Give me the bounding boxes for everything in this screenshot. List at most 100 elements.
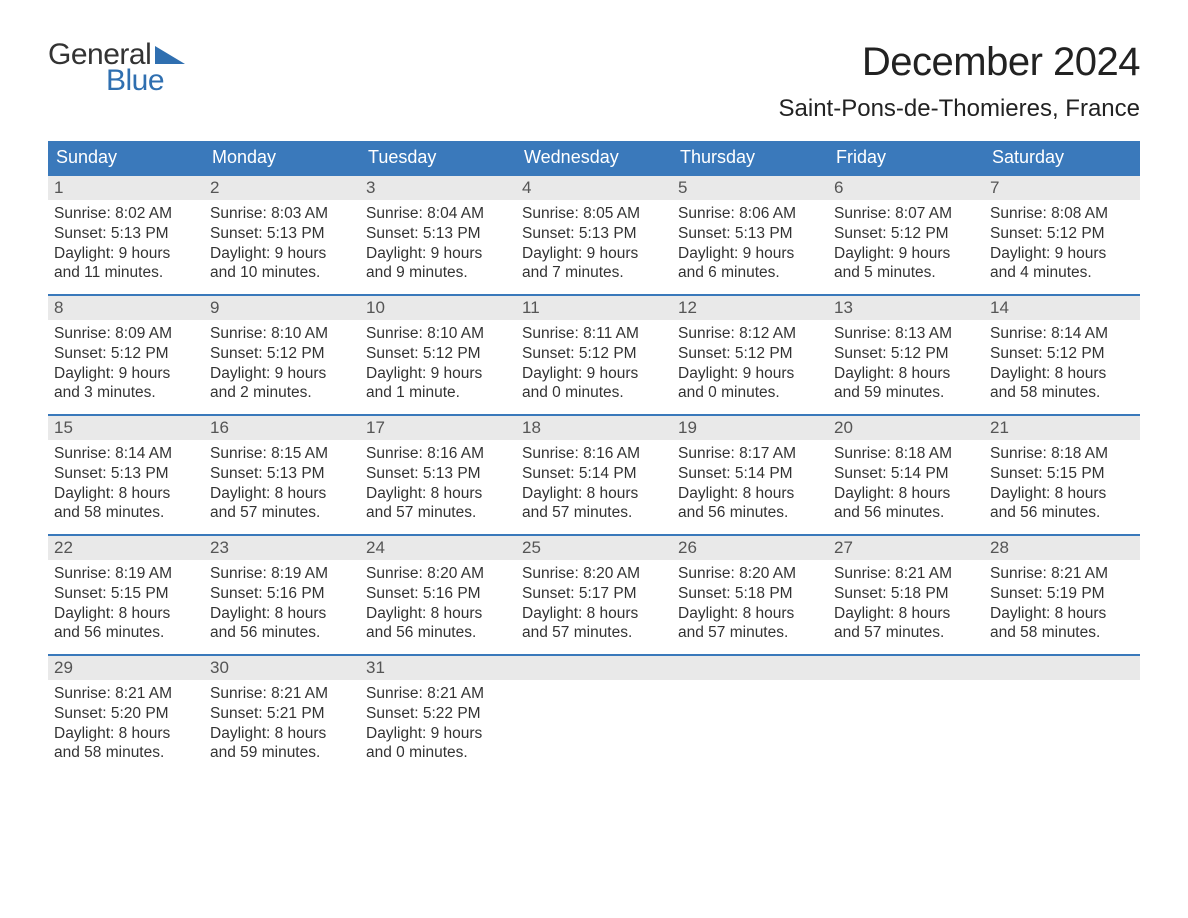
- cell-body: Sunrise: 8:20 AMSunset: 5:18 PMDaylight:…: [672, 560, 828, 649]
- cell-sunset: Sunset: 5:20 PM: [54, 704, 198, 724]
- calendar-cell: 15Sunrise: 8:14 AMSunset: 5:13 PMDayligh…: [48, 416, 204, 534]
- cell-sunset: Sunset: 5:13 PM: [522, 224, 666, 244]
- cell-sunrise: Sunrise: 8:11 AM: [522, 324, 666, 344]
- cell-sunrise: Sunrise: 8:19 AM: [54, 564, 198, 584]
- cell-body: Sunrise: 8:19 AMSunset: 5:15 PMDaylight:…: [48, 560, 204, 649]
- cell-body: Sunrise: 8:04 AMSunset: 5:13 PMDaylight:…: [360, 200, 516, 289]
- day-number-row: 7: [984, 176, 1140, 200]
- cell-dl2: and 57 minutes.: [678, 623, 822, 643]
- cell-dl2: and 57 minutes.: [834, 623, 978, 643]
- cell-sunset: Sunset: 5:21 PM: [210, 704, 354, 724]
- day-number-row: 18: [516, 416, 672, 440]
- cell-body: Sunrise: 8:09 AMSunset: 5:12 PMDaylight:…: [48, 320, 204, 409]
- calendar-cell: 4Sunrise: 8:05 AMSunset: 5:13 PMDaylight…: [516, 176, 672, 294]
- title-block: December 2024 Saint-Pons-de-Thomieres, F…: [779, 40, 1140, 123]
- calendar-cell: 13Sunrise: 8:13 AMSunset: 5:12 PMDayligh…: [828, 296, 984, 414]
- day-number-row: 31: [360, 656, 516, 680]
- day-number: 18: [522, 418, 541, 437]
- cell-dl2: and 7 minutes.: [522, 263, 666, 283]
- calendar-cell-empty: [984, 656, 1140, 774]
- day-number-row: 19: [672, 416, 828, 440]
- cell-dl1: Daylight: 8 hours: [990, 604, 1134, 624]
- cell-body: [672, 680, 828, 760]
- calendar-cell-empty: [516, 656, 672, 774]
- cell-sunrise: Sunrise: 8:21 AM: [54, 684, 198, 704]
- cell-body: Sunrise: 8:06 AMSunset: 5:13 PMDaylight:…: [672, 200, 828, 289]
- cell-sunrise: Sunrise: 8:21 AM: [210, 684, 354, 704]
- cell-dl1: Daylight: 8 hours: [210, 724, 354, 744]
- day-number-row: 4: [516, 176, 672, 200]
- day-number: 8: [54, 298, 63, 317]
- day-number: 5: [678, 178, 687, 197]
- cell-dl1: Daylight: 8 hours: [210, 484, 354, 504]
- cell-sunrise: Sunrise: 8:20 AM: [522, 564, 666, 584]
- cell-dl2: and 10 minutes.: [210, 263, 354, 283]
- cell-sunset: Sunset: 5:15 PM: [990, 464, 1134, 484]
- cell-sunset: Sunset: 5:14 PM: [678, 464, 822, 484]
- calendar-cell: 2Sunrise: 8:03 AMSunset: 5:13 PMDaylight…: [204, 176, 360, 294]
- calendar-cell: 6Sunrise: 8:07 AMSunset: 5:12 PMDaylight…: [828, 176, 984, 294]
- cell-sunrise: Sunrise: 8:18 AM: [990, 444, 1134, 464]
- cell-body: Sunrise: 8:21 AMSunset: 5:21 PMDaylight:…: [204, 680, 360, 769]
- cell-sunrise: Sunrise: 8:16 AM: [522, 444, 666, 464]
- cell-dl2: and 6 minutes.: [678, 263, 822, 283]
- cell-sunset: Sunset: 5:15 PM: [54, 584, 198, 604]
- cell-dl1: Daylight: 9 hours: [522, 364, 666, 384]
- cell-sunrise: Sunrise: 8:14 AM: [990, 324, 1134, 344]
- day-number-row: [672, 656, 828, 680]
- day-number: 2: [210, 178, 219, 197]
- cell-dl1: Daylight: 9 hours: [366, 364, 510, 384]
- day-number-row: 3: [360, 176, 516, 200]
- cell-sunset: Sunset: 5:12 PM: [834, 344, 978, 364]
- cell-sunrise: Sunrise: 8:19 AM: [210, 564, 354, 584]
- cell-dl2: and 5 minutes.: [834, 263, 978, 283]
- day-number-row: 17: [360, 416, 516, 440]
- day-number-row: 8: [48, 296, 204, 320]
- calendar-cell: 3Sunrise: 8:04 AMSunset: 5:13 PMDaylight…: [360, 176, 516, 294]
- day-number-row: 11: [516, 296, 672, 320]
- cell-sunrise: Sunrise: 8:08 AM: [990, 204, 1134, 224]
- header: General Blue December 2024 Saint-Pons-de…: [48, 40, 1140, 123]
- calendar-cell: 10Sunrise: 8:10 AMSunset: 5:12 PMDayligh…: [360, 296, 516, 414]
- logo-line2: Blue: [106, 66, 185, 96]
- day-number: 11: [522, 298, 540, 317]
- day-number-row: 6: [828, 176, 984, 200]
- cell-body: Sunrise: 8:21 AMSunset: 5:22 PMDaylight:…: [360, 680, 516, 769]
- day-number: 15: [54, 418, 73, 437]
- day-number-row: 2: [204, 176, 360, 200]
- cell-body: Sunrise: 8:19 AMSunset: 5:16 PMDaylight:…: [204, 560, 360, 649]
- day-number: 25: [522, 538, 541, 557]
- cell-body: [984, 680, 1140, 760]
- day-number: 12: [678, 298, 697, 317]
- cell-body: Sunrise: 8:07 AMSunset: 5:12 PMDaylight:…: [828, 200, 984, 289]
- cell-sunset: Sunset: 5:19 PM: [990, 584, 1134, 604]
- day-number: 7: [990, 178, 999, 197]
- cell-body: Sunrise: 8:16 AMSunset: 5:13 PMDaylight:…: [360, 440, 516, 529]
- calendar-cell: 21Sunrise: 8:18 AMSunset: 5:15 PMDayligh…: [984, 416, 1140, 534]
- cell-sunset: Sunset: 5:13 PM: [54, 464, 198, 484]
- cell-body: Sunrise: 8:13 AMSunset: 5:12 PMDaylight:…: [828, 320, 984, 409]
- cell-sunrise: Sunrise: 8:16 AM: [366, 444, 510, 464]
- cell-sunset: Sunset: 5:13 PM: [210, 224, 354, 244]
- cell-sunrise: Sunrise: 8:14 AM: [54, 444, 198, 464]
- cell-body: Sunrise: 8:18 AMSunset: 5:15 PMDaylight:…: [984, 440, 1140, 529]
- day-number-row: 10: [360, 296, 516, 320]
- cell-sunrise: Sunrise: 8:10 AM: [210, 324, 354, 344]
- day-number-row: 1: [48, 176, 204, 200]
- day-number-row: 20: [828, 416, 984, 440]
- cell-dl1: Daylight: 8 hours: [366, 604, 510, 624]
- cell-body: Sunrise: 8:20 AMSunset: 5:17 PMDaylight:…: [516, 560, 672, 649]
- cell-dl2: and 56 minutes.: [678, 503, 822, 523]
- day-number-row: 28: [984, 536, 1140, 560]
- cell-body: Sunrise: 8:02 AMSunset: 5:13 PMDaylight:…: [48, 200, 204, 289]
- day-number-row: 24: [360, 536, 516, 560]
- calendar-cell: 11Sunrise: 8:11 AMSunset: 5:12 PMDayligh…: [516, 296, 672, 414]
- calendar-cell: 7Sunrise: 8:08 AMSunset: 5:12 PMDaylight…: [984, 176, 1140, 294]
- day-number-row: 25: [516, 536, 672, 560]
- calendar-cell: 28Sunrise: 8:21 AMSunset: 5:19 PMDayligh…: [984, 536, 1140, 654]
- cell-dl2: and 56 minutes.: [834, 503, 978, 523]
- cell-dl1: Daylight: 8 hours: [54, 604, 198, 624]
- cell-dl2: and 0 minutes.: [678, 383, 822, 403]
- cell-dl1: Daylight: 9 hours: [210, 244, 354, 264]
- calendar-cell: 5 Sunrise: 8:06 AMSunset: 5:13 PMDaylight…: [672, 176, 828, 294]
